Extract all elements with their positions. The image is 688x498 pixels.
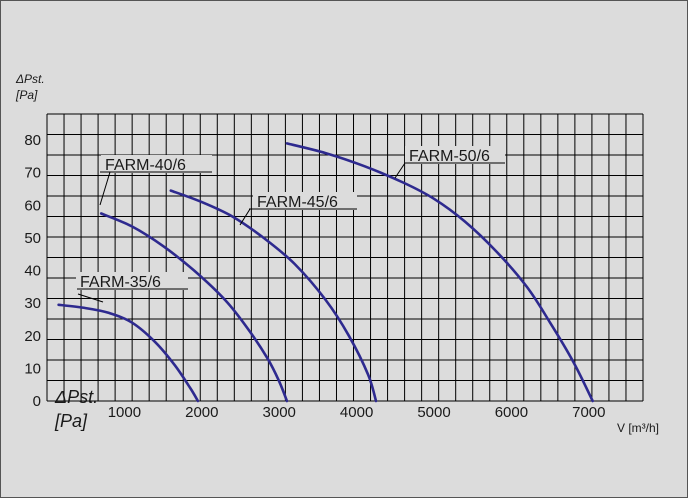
y-tick-label: 50 bbox=[24, 230, 41, 247]
x-tick-label: 1000 bbox=[108, 404, 141, 421]
x-axis-label: V [m³/h] bbox=[617, 421, 659, 435]
y-axis-label-line1: ΔPst. bbox=[15, 72, 45, 86]
curve-labels: FARM-35/6 FARM-40/6 FARM-45/6 FARM-50/6 bbox=[76, 146, 505, 303]
curve-farm-35-6 bbox=[57, 303, 200, 403]
y-tick-label: 60 bbox=[24, 197, 41, 214]
x-tick-label: 5000 bbox=[417, 404, 450, 421]
y-axis-label-line2: [Pa] bbox=[15, 88, 38, 102]
y-tick-label: 20 bbox=[24, 328, 41, 345]
y-tick-label: 70 bbox=[24, 165, 41, 182]
y-tick-label: 40 bbox=[24, 263, 41, 280]
x-tick-label: 7000 bbox=[572, 404, 605, 421]
bottom-axis-label-line1: ΔPst. bbox=[54, 387, 98, 407]
label-leader-line bbox=[77, 293, 104, 303]
curve-farm-40-6 bbox=[99, 212, 289, 403]
label-farm-45-6: FARM-45/6 bbox=[257, 194, 338, 211]
bottom-axis-label-line2: [Pa] bbox=[54, 411, 88, 431]
y-tick-label: 30 bbox=[24, 295, 41, 312]
label-farm-40-6: FARM-40/6 bbox=[105, 157, 186, 174]
label-leader-line bbox=[239, 208, 251, 226]
tick-labels: 0 10 20 30 40 50 60 70 80 1000 2000 3000 4000 5000 600… bbox=[24, 132, 605, 421]
x-tick-label: 3000 bbox=[263, 404, 296, 421]
curves bbox=[57, 142, 594, 403]
label-leader-line bbox=[394, 162, 406, 179]
y-tick-label: 0 bbox=[33, 393, 41, 410]
label-backdrop bbox=[76, 272, 188, 290]
curve-farm-45-6 bbox=[169, 189, 378, 403]
x-tick-label: 2000 bbox=[185, 404, 218, 421]
curve-farm-50-6 bbox=[285, 142, 594, 403]
label-backdrop bbox=[101, 155, 212, 173]
label-farm-50-6: FARM-50/6 bbox=[409, 148, 490, 165]
label-backdrop bbox=[253, 192, 357, 210]
label-farm-35-6: FARM-35/6 bbox=[80, 274, 161, 291]
label-backdrop bbox=[405, 146, 505, 164]
x-tick-label: 6000 bbox=[495, 404, 528, 421]
x-tick-label: 4000 bbox=[340, 404, 373, 421]
label-leader-line bbox=[99, 171, 111, 206]
y-tick-label: 10 bbox=[24, 360, 41, 377]
y-tick-label: 80 bbox=[24, 132, 41, 149]
